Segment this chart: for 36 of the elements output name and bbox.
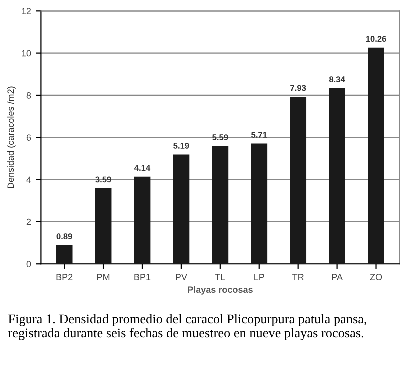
data-label: 10.26 [366,36,386,42]
bar [329,88,346,264]
y-tick-label: 8 [26,92,32,99]
bar [368,48,384,264]
data-label: 4.14 [134,165,151,171]
y-tick-label: 4 [26,176,32,184]
x-tick-label: PA [332,274,343,280]
x-axis-title: Playas rocosas [188,286,253,295]
bar [290,96,307,264]
data-label: 8.34 [329,76,346,83]
x-tick-label: PV [176,274,188,280]
bar [173,154,190,264]
x-tick-label: PM [98,274,110,280]
x-tick-label: BP1 [134,274,151,280]
y-tick-label: 2 [26,218,32,226]
data-label: 0.89 [56,234,72,240]
bar [56,245,73,264]
bar [134,176,151,264]
y-tick-label: 10 [22,50,32,57]
bar [251,144,268,264]
data-label: 7.93 [290,85,306,92]
y-axis-title: Densidad (caracoles /m2) [7,86,16,188]
y-tick-label: 6 [26,134,32,141]
bar [95,188,112,264]
x-tick-label: LP [254,274,264,280]
data-label: 5.71 [252,132,268,138]
x-tick-label: ZO [370,274,382,280]
data-label: 3.59 [96,176,112,183]
x-tick-label: BP2 [56,274,73,280]
text: Figura 1. Densidad promedio del caracol Plicopurpura patula pansa, registrada durante seis fechas de muestreo en nueve playas rocosas. [8,314,366,340]
y-tick-label: 0 [26,261,32,268]
x-tick-label: TR [292,274,304,280]
x-tick-label: TL [215,274,226,280]
bar [212,146,229,264]
y-tick-label: 12 [22,8,32,14]
data-label: 5.19 [174,143,190,149]
